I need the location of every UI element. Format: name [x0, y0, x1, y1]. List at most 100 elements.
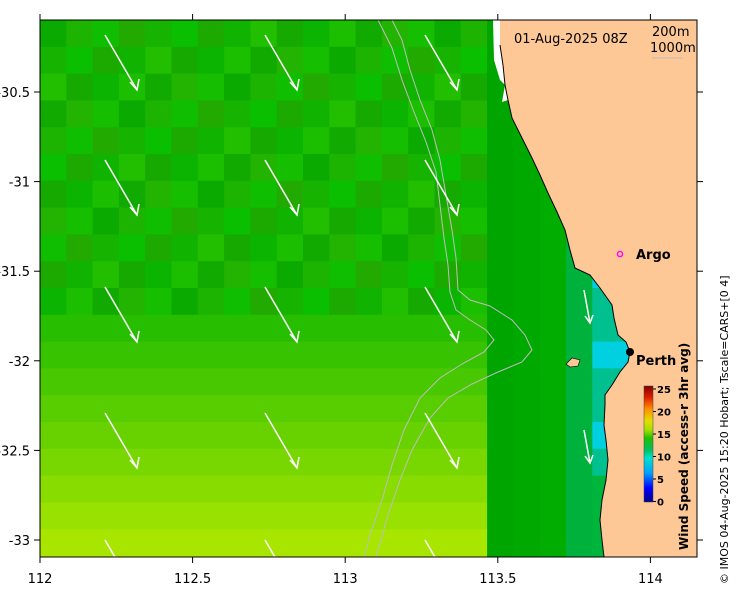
- grid-cell: [303, 20, 330, 48]
- grid-cell: [487, 341, 514, 369]
- grid-cell: [250, 73, 278, 101]
- wind-arrow: [104, 539, 116, 557]
- wind-arrowhead: [289, 203, 300, 217]
- grid-cell: [355, 314, 383, 343]
- grid-cell: [329, 395, 357, 423]
- grid-cell: [513, 207, 541, 235]
- grid-cell: [40, 234, 67, 262]
- grid-cell: [355, 556, 383, 557]
- grid-cell: [224, 502, 251, 530]
- grid-cell: [118, 341, 146, 369]
- grid-cell: [460, 180, 488, 209]
- grid-cell: [145, 207, 172, 235]
- grid-cell: [171, 234, 199, 262]
- grid-cell: [40, 127, 67, 155]
- grid-cell: [539, 395, 567, 423]
- grid-cell: [303, 127, 330, 155]
- wind-arrow: [264, 286, 298, 343]
- grid-cell: [329, 475, 357, 503]
- grid-cell: [66, 529, 94, 557]
- colorbar: [643, 385, 654, 503]
- grid-cell: [566, 475, 593, 503]
- grid-cell: [118, 368, 146, 396]
- grid-cell: [250, 556, 278, 557]
- grid-cell: [276, 288, 304, 316]
- grid-cell: [118, 234, 146, 262]
- grid-cell: [197, 395, 225, 423]
- grid-cell: [355, 154, 383, 182]
- grid-cell: [224, 395, 251, 423]
- grid-cell: [145, 261, 172, 289]
- grid-cell: [197, 502, 225, 530]
- grid-cell: [434, 395, 462, 423]
- grid-cell: [592, 556, 620, 557]
- grid-cell: [329, 73, 357, 101]
- wind-arrow: [104, 34, 138, 91]
- grid-cell: [224, 475, 251, 503]
- grid-cell: [434, 529, 462, 557]
- grid-cell: [145, 20, 172, 48]
- grid-cell: [487, 368, 514, 396]
- grid-cell: [66, 154, 94, 182]
- grid-cell: [66, 341, 94, 369]
- grid-cell: [460, 341, 488, 369]
- grid-cell: [92, 261, 120, 289]
- grid-cell: [381, 475, 409, 503]
- grid-cell: [355, 502, 383, 530]
- grid-cell: [539, 234, 567, 262]
- grid-cell: [381, 314, 409, 343]
- wind-arrowhead: [289, 330, 300, 344]
- wind-arrowhead: [449, 456, 460, 470]
- grid-cell: [40, 448, 67, 477]
- grid-cell: [487, 288, 514, 316]
- grid-cell: [66, 234, 94, 262]
- grid-cell: [118, 502, 146, 530]
- grid-cell: [381, 395, 409, 423]
- grid-cell: [303, 261, 330, 289]
- grid-cell: [197, 73, 225, 101]
- grid-cell: [460, 127, 488, 155]
- y-tick-label: -31.5: [0, 265, 30, 280]
- grid-cell: [250, 368, 278, 396]
- grid-cell: [460, 261, 488, 289]
- grid-cell: [381, 502, 409, 530]
- grid-cell: [250, 314, 278, 343]
- grid-cell: [92, 288, 120, 316]
- grid-cell: [250, 46, 278, 75]
- grid-cell: [40, 20, 67, 48]
- grid-cell: [197, 288, 225, 316]
- grid-cell: [460, 422, 488, 450]
- grid-cell: [487, 207, 514, 235]
- colorbar-tick-label: 25: [657, 385, 671, 396]
- grid-cell: [355, 288, 383, 316]
- grid-cell: [92, 234, 120, 262]
- grid-cell: [250, 502, 278, 530]
- grid-cell: [118, 395, 146, 423]
- grid-cell: [329, 288, 357, 316]
- grid-cell: [513, 288, 541, 316]
- grid-cell: [92, 556, 120, 557]
- grid-cell: [92, 368, 120, 396]
- wind-arrowhead: [289, 78, 300, 92]
- grid-cell: [381, 288, 409, 316]
- grid-cell: [118, 261, 146, 289]
- grid-cell: [224, 288, 251, 316]
- grid-cell: [381, 127, 409, 155]
- grid-cell: [197, 448, 225, 477]
- grid-cell: [487, 261, 514, 289]
- grid-cell: [671, 556, 697, 557]
- grid-cell: [381, 234, 409, 262]
- wind-arrowhead: [450, 584, 459, 592]
- grid-cell: [276, 20, 304, 48]
- y-axis: -30.5 -31 -31.5 -32 -32.5 -33: [0, 86, 703, 549]
- grid-cell: [408, 261, 435, 289]
- wind-arrow: [424, 286, 458, 343]
- grid-cell: [145, 46, 172, 75]
- grid-cell: [66, 261, 94, 289]
- wind-arrowhead: [290, 584, 299, 592]
- grid-cell: [171, 314, 199, 343]
- grid-cell: [224, 180, 251, 209]
- grid-cell: [92, 314, 120, 343]
- grid-cell: [276, 475, 304, 503]
- y-tick-label: -32.5: [0, 444, 30, 459]
